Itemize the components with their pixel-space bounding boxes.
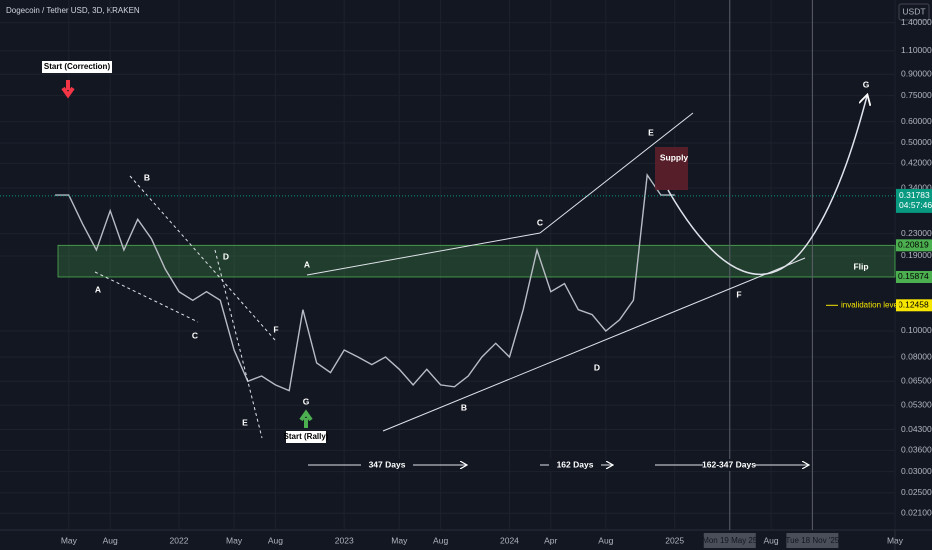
- y-tick-label: 0.19000: [901, 250, 932, 260]
- x-tick-label: Aug: [268, 535, 283, 545]
- marker-tag: [786, 533, 839, 548]
- annotation: B: [144, 172, 150, 182]
- price-tag: [896, 188, 932, 213]
- chart-title: Dogecoin / Tether USD, 3D, KRAKEN: [6, 6, 140, 15]
- label-gap: [703, 459, 755, 471]
- y-tick-label: 0.08000: [901, 351, 932, 361]
- annotation: F: [736, 289, 741, 299]
- annotation: A: [95, 284, 101, 294]
- annotation: Start (Rally): [284, 432, 329, 441]
- annotation: Supply: [660, 152, 689, 162]
- x-tick-label: 2023: [335, 535, 354, 545]
- countdown: 04:57:46: [899, 200, 932, 210]
- x-tick-label: May: [61, 535, 78, 545]
- y-tick-label: 0.50000: [901, 137, 932, 147]
- y-tick-label: 0.23000: [901, 228, 932, 238]
- annotation: E: [648, 127, 654, 137]
- annotation: G: [863, 79, 870, 89]
- x-tick-label: May: [226, 535, 243, 545]
- y-tick-label: 1.40000: [901, 17, 932, 27]
- y-tick-label: 0.02500: [901, 487, 932, 497]
- drawings: [42, 61, 867, 465]
- x-tick-label: Aug: [764, 535, 779, 545]
- price-tag-label: 0.20819: [898, 240, 929, 250]
- x-tick-label: Aug: [433, 535, 448, 545]
- annotation: G: [303, 396, 310, 406]
- y-tick-label: 0.75000: [901, 90, 932, 100]
- annotation: 162-347 Days: [702, 459, 756, 469]
- x-tick-label: Aug: [598, 535, 613, 545]
- x-tick-label: Apr: [544, 535, 557, 545]
- flip-zone: [57, 244, 896, 278]
- y-tick-label: 0.05300: [901, 399, 932, 409]
- annotation: A: [304, 259, 310, 269]
- annotation: 162 Days: [557, 459, 594, 469]
- y-tick-label: 0.06500: [901, 376, 932, 386]
- annotation: C: [192, 330, 198, 340]
- annotation: Flip: [853, 261, 868, 271]
- y-tick-label: 0.60000: [901, 116, 932, 126]
- price-tag-label: 0.12458: [898, 300, 929, 310]
- y-tick-label: 0.03000: [901, 466, 932, 476]
- y-tick-label: 0.04300: [901, 424, 932, 434]
- marker-tag: [703, 533, 756, 548]
- annotation: C: [537, 217, 543, 227]
- x-tick-label: May: [887, 535, 904, 545]
- y-tick-label: 0.34000: [901, 182, 932, 192]
- x-tick-label: Aug: [103, 535, 118, 545]
- annotation: D: [594, 362, 600, 372]
- last-price-label: 0.31783: [899, 190, 930, 200]
- annotation: F: [273, 324, 278, 334]
- y-tick-label: 0.02100: [901, 508, 932, 518]
- y-tick-label: 0.10000: [901, 325, 932, 335]
- label-gap: [549, 459, 601, 471]
- price-line: [55, 173, 675, 392]
- marker-label: Mon 19 May 25: [702, 536, 758, 545]
- annotation: E: [242, 417, 248, 427]
- currency[interactable]: USDT: [902, 6, 925, 16]
- annotation: B: [461, 402, 467, 412]
- label-gap: [361, 459, 413, 471]
- marker-label: Tue 18 Nov '25: [786, 536, 840, 545]
- currency-button[interactable]: [898, 3, 930, 21]
- y-tick-label: 0.42000: [901, 158, 932, 168]
- annotation: 347 Days: [369, 459, 406, 469]
- level-label: invalidation level: [841, 300, 900, 309]
- y-tick-label: 0.03600: [901, 445, 932, 455]
- x-tick-label: 2025: [665, 535, 684, 545]
- price-tag: [896, 239, 932, 252]
- price-tag-label: 0.15874: [898, 271, 929, 281]
- y-tick-label: 0.90000: [901, 69, 932, 79]
- annotation: D: [223, 251, 229, 261]
- x-tick-label: May: [391, 535, 408, 545]
- price-tag: [896, 270, 932, 283]
- y-tick-label: 1.10000: [901, 45, 932, 55]
- x-tick-label: 2024: [500, 535, 519, 545]
- x-tick-label: 2022: [170, 535, 189, 545]
- annotation: Start (Correction): [44, 62, 111, 71]
- price-tag: [896, 299, 932, 312]
